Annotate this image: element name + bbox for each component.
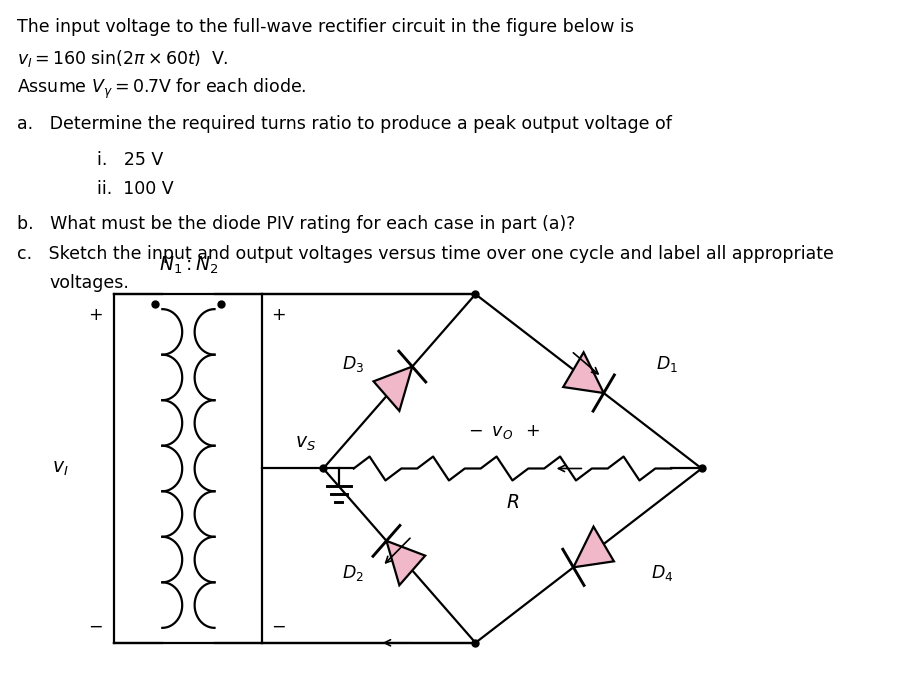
Text: $v_S$: $v_S$	[296, 434, 317, 453]
Polygon shape	[574, 526, 614, 567]
Text: c.   Sketch the input and output voltages versus time over one cycle and label a: c. Sketch the input and output voltages …	[17, 245, 834, 263]
Text: +: +	[88, 306, 102, 324]
Text: $-$: $-$	[88, 617, 103, 635]
Text: $D_4$: $D_4$	[651, 563, 673, 583]
Text: $v_I = 160\;\sin(2\pi \times 60t)\;$ V.: $v_I = 160\;\sin(2\pi \times 60t)\;$ V.	[17, 48, 228, 69]
Text: $N_1 : N_2$: $N_1 : N_2$	[158, 255, 218, 276]
Text: $R$: $R$	[506, 493, 519, 513]
Text: $D_3$: $D_3$	[343, 354, 365, 374]
Polygon shape	[564, 352, 604, 393]
Text: $D_2$: $D_2$	[343, 563, 365, 583]
Text: Assume $V_\gamma = 0.7$V for each diode.: Assume $V_\gamma = 0.7$V for each diode.	[17, 77, 307, 101]
Text: $v_I$: $v_I$	[52, 459, 69, 478]
Text: b.   What must be the diode PIV rating for each case in part (a)?: b. What must be the diode PIV rating for…	[17, 215, 576, 233]
Polygon shape	[387, 541, 426, 585]
Text: $-\;\;v_O\;\;+$: $-\;\;v_O\;\;+$	[468, 422, 540, 440]
Text: $-$: $-$	[271, 617, 286, 635]
Text: a.   Determine the required turns ratio to produce a peak output voltage of: a. Determine the required turns ratio to…	[17, 115, 672, 133]
Text: +: +	[271, 306, 286, 324]
Text: i.   25 V: i. 25 V	[97, 150, 163, 169]
Text: ii.  100 V: ii. 100 V	[97, 180, 174, 198]
Text: voltages.: voltages.	[49, 274, 129, 292]
Text: The input voltage to the full-wave rectifier circuit in the figure below is: The input voltage to the full-wave recti…	[17, 19, 634, 37]
Text: $D_1$: $D_1$	[657, 354, 679, 374]
Polygon shape	[374, 367, 413, 411]
